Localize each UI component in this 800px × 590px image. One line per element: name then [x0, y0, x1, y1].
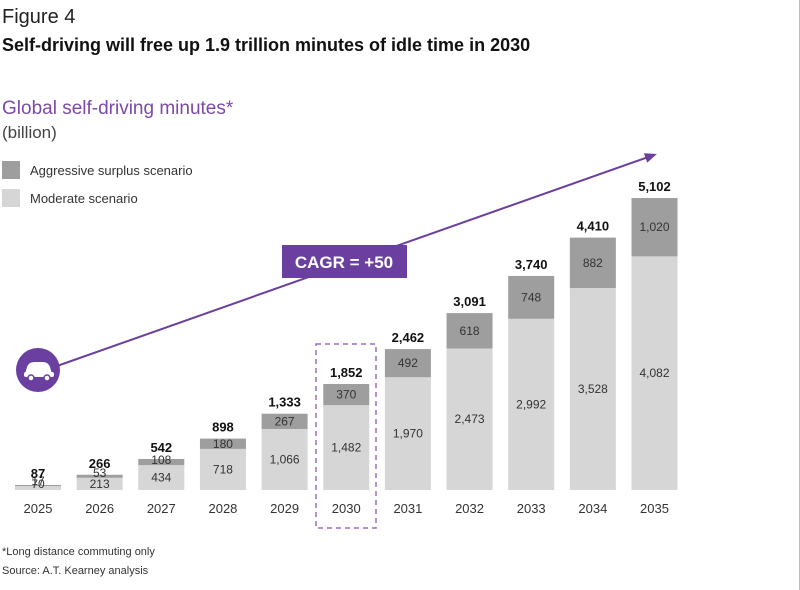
figure-label: Figure 4	[2, 6, 76, 28]
bar-moderate-2034	[569, 288, 616, 490]
car-icon	[16, 348, 60, 392]
data-label-aggressive-2028: 180	[213, 437, 233, 451]
x-tick-label-2028: 2028	[208, 501, 237, 516]
data-label-aggressive-2026: 53	[93, 466, 107, 480]
bar-aggressive-2027	[138, 458, 185, 466]
data-label-aggressive-2034: 882	[583, 256, 603, 270]
total-label-2028: 898	[212, 420, 234, 435]
data-label-aggressive-2035: 1,020	[639, 220, 669, 234]
data-label-moderate-2035: 4,082	[639, 366, 669, 380]
cagr-label: CAGR = +50	[295, 253, 393, 272]
legend-item-aggressive: Aggressive surplus scenario	[2, 160, 193, 180]
bar-aggressive-2025	[15, 485, 61, 486]
bar-aggressive-2032	[446, 313, 493, 349]
x-tick-label-2025: 2025	[24, 501, 53, 516]
footnote-note: *Long distance commuting only	[2, 546, 155, 558]
data-label-moderate-2032: 2,473	[455, 412, 485, 426]
bar-aggressive-2035	[631, 198, 678, 257]
bar-moderate-2032	[446, 348, 493, 490]
cagr-badge-box	[282, 245, 407, 278]
bar-moderate-2035	[631, 256, 678, 490]
bar-moderate-2028	[199, 448, 246, 490]
total-label-2035: 5,102	[638, 179, 671, 194]
total-label-2030: 1,852	[330, 365, 363, 380]
highlight-box-2030	[315, 343, 377, 529]
bar-moderate-2027	[138, 465, 185, 490]
x-tick-label-2034: 2034	[578, 501, 607, 516]
data-label-moderate-2034: 3,528	[578, 382, 608, 396]
total-label-2027: 542	[150, 440, 172, 455]
data-label-moderate-2031: 1,970	[393, 427, 423, 441]
bar-aggressive-2031	[384, 349, 431, 378]
figure-title: Self-driving will free up 1.9 trillion m…	[2, 35, 531, 55]
data-label-aggressive-2025: 17	[31, 474, 45, 488]
data-label-moderate-2026: 213	[90, 477, 110, 491]
data-label-moderate-2033: 2,992	[516, 397, 546, 411]
total-label-2031: 2,462	[392, 330, 425, 345]
legend-item-moderate: Moderate scenario	[2, 188, 138, 208]
bar-moderate-2030	[323, 405, 370, 490]
chart-unit-label: (billion)	[2, 123, 57, 142]
legend-swatch-moderate	[2, 189, 20, 207]
bar-aggressive-2029	[261, 413, 308, 429]
cagr-badge: CAGR = +50	[282, 245, 407, 278]
total-label-2026: 266	[89, 456, 111, 471]
data-label-aggressive-2032: 618	[460, 324, 480, 338]
bar-aggressive-2026	[76, 474, 123, 478]
x-tick-label-2027: 2027	[147, 501, 176, 516]
data-label-aggressive-2033: 748	[521, 290, 541, 304]
total-label-2034: 4,410	[577, 219, 610, 234]
data-label-aggressive-2030: 370	[336, 388, 356, 402]
total-label-2033: 3,740	[515, 257, 548, 272]
total-label-2032: 3,091	[453, 294, 486, 309]
total-label-2029: 1,333	[268, 395, 301, 410]
bar-aggressive-2033	[508, 275, 555, 319]
footnote-source: Source: A.T. Kearney analysis	[2, 565, 149, 577]
data-label-moderate-2027: 434	[151, 471, 171, 485]
legend-label-aggressive: Aggressive surplus scenario	[30, 162, 193, 178]
bar-moderate-2033	[508, 318, 555, 490]
x-tick-label-2035: 2035	[640, 501, 669, 516]
x-tick-label-2030: 2030	[332, 501, 361, 516]
x-tick-label-2032: 2032	[455, 501, 484, 516]
data-label-aggressive-2031: 492	[398, 356, 418, 370]
x-tick-label-2026: 2026	[85, 501, 114, 516]
bar-moderate-2029	[261, 428, 308, 490]
x-tick-label-2031: 2031	[393, 501, 422, 516]
chart-title: Global self-driving minutes*	[2, 98, 234, 119]
bar-moderate-2031	[384, 377, 431, 490]
bar-aggressive-2030	[323, 384, 370, 406]
total-label-2025: 87	[31, 466, 45, 481]
x-tick-label-2029: 2029	[270, 501, 299, 516]
x-tick-label-2033: 2033	[517, 501, 546, 516]
bar-aggressive-2028	[199, 438, 246, 449]
data-label-moderate-2025: 70	[31, 477, 45, 491]
data-label-moderate-2030: 1,482	[331, 441, 361, 455]
bar-moderate-2025	[15, 485, 61, 490]
legend-label-moderate: Moderate scenario	[30, 190, 138, 206]
bar-moderate-2026	[76, 477, 123, 490]
legend-swatch-aggressive	[2, 161, 20, 179]
data-label-moderate-2029: 1,066	[270, 452, 300, 466]
bar-aggressive-2034	[569, 237, 616, 289]
data-label-aggressive-2027: 108	[151, 453, 171, 467]
data-label-aggressive-2029: 267	[275, 414, 295, 428]
data-label-moderate-2028: 718	[213, 462, 233, 476]
